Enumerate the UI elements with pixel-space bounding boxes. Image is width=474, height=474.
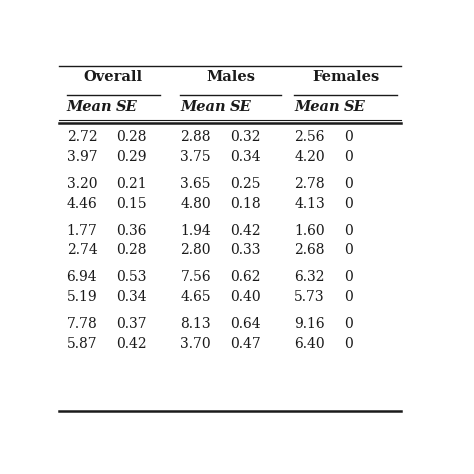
- Text: Mean: Mean: [294, 100, 340, 114]
- Text: 0.25: 0.25: [230, 177, 261, 191]
- Text: 3.65: 3.65: [181, 177, 211, 191]
- Text: 0.37: 0.37: [116, 317, 147, 331]
- Text: SE: SE: [116, 100, 138, 114]
- Text: Overall: Overall: [84, 70, 143, 84]
- Text: 0.15: 0.15: [116, 197, 147, 210]
- Text: 3.97: 3.97: [66, 150, 97, 164]
- Text: 3.70: 3.70: [181, 337, 211, 351]
- Text: 0: 0: [344, 337, 353, 351]
- Text: SE: SE: [230, 100, 252, 114]
- Text: 0.33: 0.33: [230, 243, 261, 257]
- Text: 0: 0: [344, 197, 353, 210]
- Text: 0.34: 0.34: [116, 290, 147, 304]
- Text: Females: Females: [312, 70, 379, 84]
- Text: 1.60: 1.60: [294, 224, 325, 237]
- Text: 2.56: 2.56: [294, 130, 325, 144]
- Text: 0.64: 0.64: [230, 317, 261, 331]
- Text: 0: 0: [344, 150, 353, 164]
- Text: 2.88: 2.88: [181, 130, 211, 144]
- Text: 0.34: 0.34: [230, 150, 261, 164]
- Text: 0.42: 0.42: [116, 337, 147, 351]
- Text: 9.16: 9.16: [294, 317, 325, 331]
- Text: 0.18: 0.18: [230, 197, 261, 210]
- Text: 6.94: 6.94: [66, 270, 97, 284]
- Text: 0: 0: [344, 317, 353, 331]
- Text: SE: SE: [344, 100, 366, 114]
- Text: 4.20: 4.20: [294, 150, 325, 164]
- Text: 4.13: 4.13: [294, 197, 325, 210]
- Text: 0.53: 0.53: [116, 270, 146, 284]
- Text: 7.78: 7.78: [66, 317, 97, 331]
- Text: 1.77: 1.77: [66, 224, 98, 237]
- Text: 0.28: 0.28: [116, 243, 146, 257]
- Text: 1.94: 1.94: [181, 224, 211, 237]
- Text: 0: 0: [344, 130, 353, 144]
- Text: 2.80: 2.80: [181, 243, 211, 257]
- Text: 3.75: 3.75: [181, 150, 211, 164]
- Text: Mean: Mean: [181, 100, 226, 114]
- Text: 0.36: 0.36: [116, 224, 146, 237]
- Text: 0.29: 0.29: [116, 150, 146, 164]
- Text: 0.21: 0.21: [116, 177, 147, 191]
- Text: 7.56: 7.56: [181, 270, 211, 284]
- Text: 0: 0: [344, 224, 353, 237]
- Text: 0: 0: [344, 270, 353, 284]
- Text: 0: 0: [344, 290, 353, 304]
- Text: 8.13: 8.13: [181, 317, 211, 331]
- Text: 0: 0: [344, 243, 353, 257]
- Text: 5.19: 5.19: [66, 290, 97, 304]
- Text: 6.40: 6.40: [294, 337, 325, 351]
- Text: 3.20: 3.20: [66, 177, 97, 191]
- Text: 6.32: 6.32: [294, 270, 325, 284]
- Text: 5.73: 5.73: [294, 290, 325, 304]
- Text: 0.42: 0.42: [230, 224, 261, 237]
- Text: 0.62: 0.62: [230, 270, 261, 284]
- Text: 0.28: 0.28: [116, 130, 146, 144]
- Text: 2.72: 2.72: [66, 130, 97, 144]
- Text: 0.40: 0.40: [230, 290, 261, 304]
- Text: 4.80: 4.80: [181, 197, 211, 210]
- Text: 2.78: 2.78: [294, 177, 325, 191]
- Text: Males: Males: [207, 70, 255, 84]
- Text: 0: 0: [344, 177, 353, 191]
- Text: 4.65: 4.65: [181, 290, 211, 304]
- Text: 2.68: 2.68: [294, 243, 325, 257]
- Text: 2.74: 2.74: [66, 243, 97, 257]
- Text: 5.87: 5.87: [66, 337, 97, 351]
- Text: 0.47: 0.47: [230, 337, 261, 351]
- Text: 4.46: 4.46: [66, 197, 97, 210]
- Text: Mean: Mean: [66, 100, 112, 114]
- Text: 0.32: 0.32: [230, 130, 261, 144]
